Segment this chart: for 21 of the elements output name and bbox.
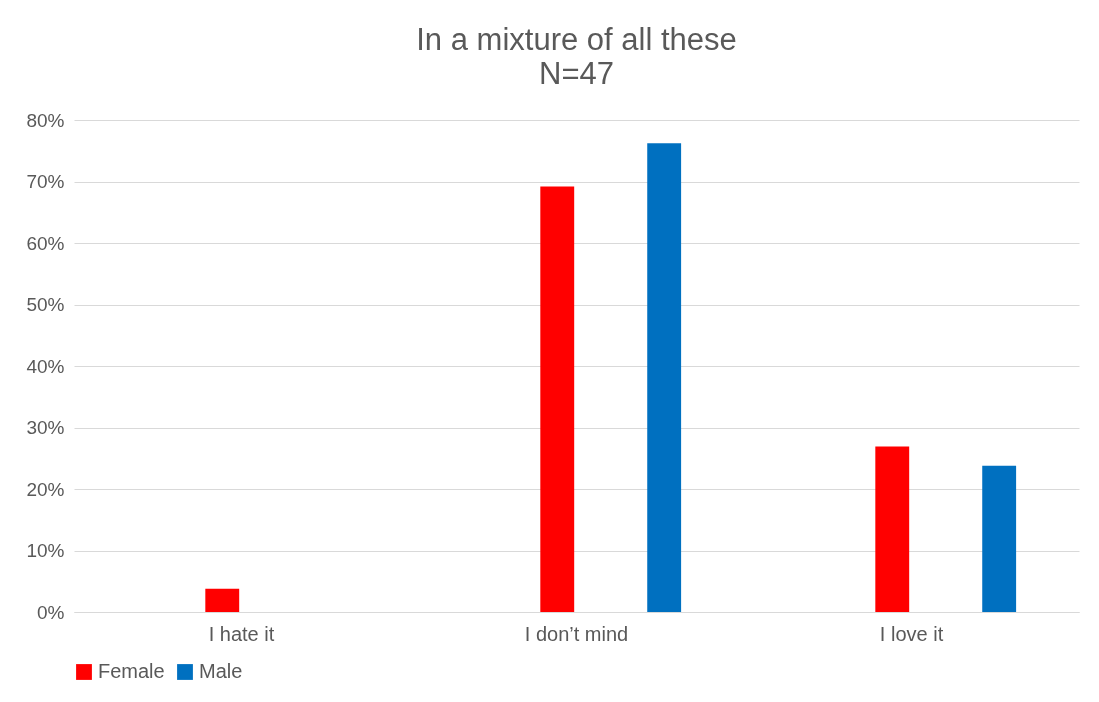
legend-label: Female [98,660,165,682]
y-tick-label: 50% [26,294,65,315]
y-tick-label: 10% [26,540,65,561]
bar [982,465,1017,612]
y-tick-label: 60% [26,232,65,254]
chart-subtitle: N=47 [539,56,614,91]
bar [540,186,575,612]
chart-title: In a mixture of all these [416,22,737,57]
bar [647,143,682,612]
x-tick-label: I hate it [208,622,275,645]
bar [875,446,910,612]
y-tick-label: 70% [26,171,65,192]
y-tick-label: 0% [37,601,65,623]
legend-label: Male [199,660,243,682]
x-tick-label: I love it [879,622,944,645]
y-tick-label: 40% [26,355,65,377]
y-tick-label: 80% [26,109,65,131]
y-tick-label: 30% [26,417,65,438]
x-tick-label: I don’t mind [524,622,629,645]
y-tick-label: 20% [26,478,65,500]
bar [205,588,240,612]
